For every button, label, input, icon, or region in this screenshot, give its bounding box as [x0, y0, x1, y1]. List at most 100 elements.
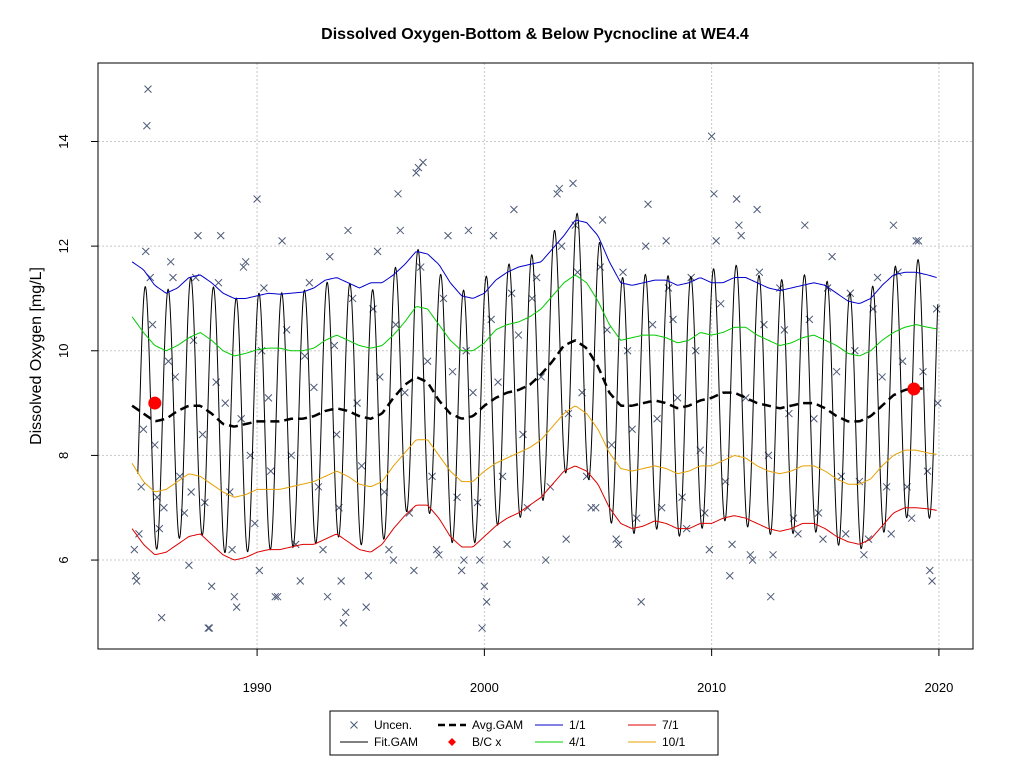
legend-label: 1/1: [569, 718, 586, 732]
observation-point: [169, 273, 177, 282]
observation-point: [691, 346, 700, 355]
observation-point: [562, 535, 571, 543]
observation-point: [707, 132, 716, 141]
observation-point: [325, 252, 334, 261]
observation-point: [889, 221, 898, 230]
observation-point: [878, 373, 886, 381]
observation-point: [850, 346, 859, 355]
observation-point: [432, 545, 441, 554]
observation-point: [260, 284, 268, 292]
observation-point: [453, 493, 461, 502]
observation-point: [348, 294, 357, 303]
observation-point: [537, 373, 546, 381]
observation-point: [357, 462, 366, 470]
observation-point: [737, 231, 746, 240]
observation-point: [832, 367, 841, 376]
observation-point: [478, 624, 486, 632]
observation-point: [273, 592, 282, 601]
observation-point: [712, 237, 721, 245]
observation-point: [230, 592, 239, 601]
observation-point: [828, 252, 836, 261]
series-line-10-1: [131, 405, 937, 498]
observation-point: [662, 237, 671, 245]
observation-point: [139, 425, 148, 434]
observation-point: [873, 273, 882, 282]
observation-point: [344, 226, 352, 235]
observation-point: [460, 556, 468, 564]
observation-point: [614, 540, 623, 549]
observation-point: [603, 325, 611, 334]
observation-point: [330, 341, 339, 350]
observation-point: [841, 530, 850, 538]
observation-point: [653, 414, 661, 423]
observation-point: [541, 556, 550, 564]
legend-label: 10/1: [662, 735, 686, 749]
legend-label: Uncen.: [374, 718, 412, 732]
observation-point: [503, 540, 511, 549]
observation-point: [710, 189, 718, 198]
y-tick-label: 8: [56, 452, 71, 459]
observation-point: [464, 226, 473, 235]
x-tick-label: 1990: [243, 680, 272, 695]
observation-point: [619, 268, 627, 277]
legend-label: 4/1: [569, 735, 586, 749]
observation-point: [444, 231, 452, 240]
series-layer: [131, 219, 937, 561]
observation-point: [189, 336, 198, 345]
observation-point: [725, 571, 734, 580]
observation-point: [628, 425, 636, 434]
observation-point: [164, 357, 173, 366]
legend-box: [329, 710, 719, 756]
observation-point: [732, 195, 741, 203]
observation-point: [373, 247, 382, 256]
observation-point: [923, 467, 932, 475]
observation-point: [412, 169, 421, 177]
observation-point: [323, 592, 332, 601]
observation-point: [766, 592, 775, 601]
observation-point: [794, 530, 802, 538]
observation-point: [907, 514, 916, 523]
observation-point: [591, 503, 600, 512]
observation-point: [137, 482, 146, 491]
observation-point: [932, 305, 941, 313]
observation-point: [553, 189, 561, 198]
observation-point: [391, 320, 400, 329]
observation-point: [928, 577, 936, 585]
observation-point: [648, 320, 657, 329]
observation-point: [435, 550, 443, 559]
observation-point: [487, 315, 496, 324]
observation-point: [131, 571, 140, 580]
observation-point: [555, 184, 564, 193]
observation-point: [469, 388, 477, 397]
observation-point: [214, 278, 223, 287]
observation-point: [746, 550, 755, 559]
observation-point: [641, 242, 650, 250]
y-tick-label: 12: [56, 239, 71, 253]
observation-point: [457, 566, 466, 575]
observation-point: [475, 556, 484, 564]
observation-point: [410, 566, 418, 575]
observation-point: [925, 566, 934, 575]
observation-point: [216, 231, 225, 240]
series-line-7-1: [131, 465, 937, 561]
observation-point: [296, 577, 305, 585]
observation-point: [364, 571, 373, 580]
observation-point: [135, 530, 143, 538]
observation-point: [800, 221, 809, 230]
series-line-avg-gam: [131, 339, 928, 428]
observation-point: [187, 488, 196, 496]
observation-point: [769, 550, 777, 559]
observation-point: [814, 509, 823, 517]
observation-point: [160, 503, 168, 512]
observation-point: [148, 320, 157, 329]
observation-point: [228, 545, 236, 554]
observation-point: [266, 467, 275, 475]
observation-point: [300, 352, 309, 360]
observation-point: [482, 598, 491, 606]
grid: [98, 63, 973, 649]
series-line-4-1: [131, 274, 937, 357]
observation-point: [271, 592, 280, 601]
legend-label: B/C x: [472, 735, 501, 749]
observation-point: [735, 221, 743, 230]
observation-point: [494, 378, 502, 387]
